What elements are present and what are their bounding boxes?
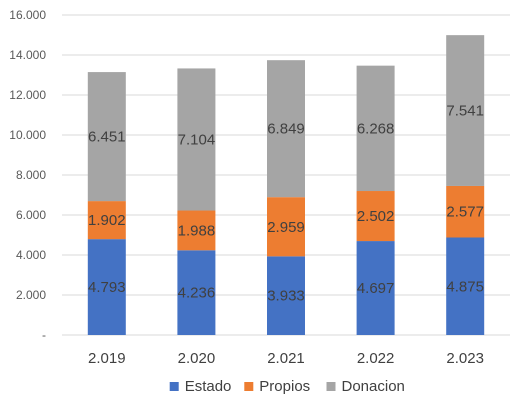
x-tick-label: 2.021: [267, 350, 305, 367]
data-label-propios: 1.902: [88, 212, 126, 229]
bar-segment-propios: [87, 201, 126, 240]
data-label-donacion: 6.268: [357, 120, 395, 137]
legend-label-donacion: Donacion: [342, 378, 405, 395]
x-tick-label: 2.020: [178, 350, 216, 367]
x-tick-label: 2.023: [446, 350, 484, 367]
bar-segment-estado: [177, 250, 216, 335]
y-tick-label: 6.000: [16, 208, 46, 222]
bar-segment-donacion: [356, 65, 395, 192]
data-label-estado: 3.933: [267, 288, 305, 305]
y-tick-label: 16.000: [9, 8, 46, 22]
bar-segment-propios: [356, 191, 395, 242]
data-label-propios: 2.959: [267, 219, 305, 236]
y-tick-label: 10.000: [9, 128, 46, 142]
bar-segment-donacion: [177, 68, 216, 211]
data-label-donacion: 6.849: [267, 121, 305, 138]
bar-segment-estado: [267, 256, 305, 335]
bar-segment-donacion: [267, 60, 305, 198]
legend-swatch-propios: [244, 382, 254, 391]
y-tick-label: 14.000: [9, 48, 46, 62]
y-axis-ticks: - 2.000 4.000 6.000 8.000 10.000 12.000 14.000 1…: [9, 8, 46, 342]
legend-label-propios: Propios: [259, 378, 310, 395]
bar-segment-propios: [267, 197, 305, 257]
data-labels: 4.793 1.902 6.451 4.236 1.988 7.104 3.933 2.959…: [88, 103, 484, 305]
data-label-donacion: 7.541: [446, 103, 484, 120]
bar-segment-donacion: [87, 72, 126, 202]
legend: Estado Propios Donacion: [169, 378, 405, 395]
bars: [87, 35, 485, 335]
y-tick-label: -: [42, 328, 46, 342]
legend-label-estado: Estado: [185, 378, 232, 395]
bar-segment-estado: [87, 239, 126, 335]
x-tick-label: 2.019: [88, 350, 126, 367]
data-label-propios: 2.577: [446, 204, 484, 221]
bar-segment-estado: [446, 237, 485, 335]
data-label-donacion: 6.451: [88, 129, 126, 146]
bar-segment-propios: [177, 210, 216, 251]
data-label-donacion: 7.104: [178, 131, 216, 148]
bar-segment-estado: [356, 241, 395, 335]
data-label-estado: 4.793: [88, 279, 126, 296]
bar-segment-propios: [446, 185, 485, 238]
y-tick-label: 2.000: [16, 288, 46, 302]
x-axis-ticks: 2.019 2.020 2.021 2.022 2.023: [88, 350, 484, 367]
data-label-estado: 4.697: [357, 280, 395, 297]
data-label-estado: 4.236: [178, 285, 216, 302]
legend-swatch-donacion: [326, 382, 336, 391]
x-tick-label: 2.022: [357, 350, 395, 367]
y-tick-label: 12.000: [9, 88, 46, 102]
legend-swatch-estado: [169, 382, 179, 391]
data-label-estado: 4.875: [446, 278, 484, 295]
data-label-propios: 1.988: [178, 222, 216, 239]
bar-segment-donacion: [446, 35, 485, 186]
y-tick-label: 4.000: [16, 248, 46, 262]
y-tick-label: 8.000: [16, 168, 46, 182]
data-label-propios: 2.502: [357, 208, 395, 225]
